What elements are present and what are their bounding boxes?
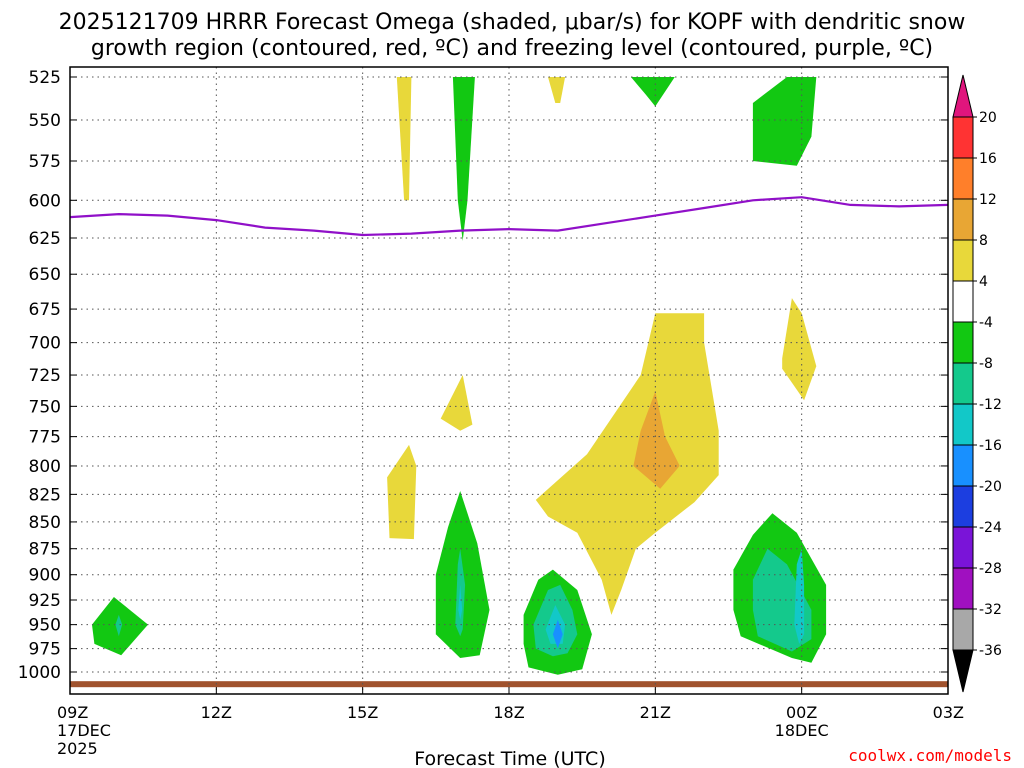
y-tick-label-750: 750 xyxy=(29,397,61,417)
colorbar-box-3 xyxy=(952,239,974,282)
colorbar-top-arrow xyxy=(952,74,974,118)
colorbar-legend: 20 16 12 8 4 -4 -8 -12 -16 -20 -24 -28 -32 -36 xyxy=(952,74,1002,693)
y-tick-label-925: 925 xyxy=(29,591,61,611)
colorbar-label-9: -20 xyxy=(979,479,1002,495)
y-tick-label-600: 600 xyxy=(29,191,61,211)
colorbar-label-5: -4 xyxy=(979,315,993,331)
y-tick-label-875: 875 xyxy=(29,540,61,560)
y-tick-label-900: 900 xyxy=(29,566,61,586)
colorbar-label-10: -24 xyxy=(979,520,1002,536)
colorbar-label-7: -12 xyxy=(979,397,1002,413)
omega-region-4 xyxy=(752,77,817,166)
y-tick-label-725: 725 xyxy=(29,366,61,386)
y-tick-label-975: 975 xyxy=(29,640,61,660)
omega-region-5 xyxy=(387,444,417,540)
colorbar-box-5 xyxy=(952,321,974,364)
y-tick-label-525: 525 xyxy=(29,68,61,88)
colorbar-box-0 xyxy=(952,116,974,159)
omega-region-6 xyxy=(440,375,473,431)
omega-region-9 xyxy=(782,298,817,401)
colorbar-label-13: -36 xyxy=(979,643,1002,659)
colorbar-box-2 xyxy=(952,198,974,241)
colorbar-label-3: 8 xyxy=(979,233,988,249)
omega-region-7 xyxy=(535,313,719,615)
colorbar-box-9 xyxy=(952,485,974,528)
x-tick-label-12Z: 12Z xyxy=(201,703,232,722)
colorbar-box-7 xyxy=(952,403,974,446)
colorbar-box-8 xyxy=(952,444,974,487)
colorbar-box-10 xyxy=(952,526,974,569)
colorbar-label-11: -28 xyxy=(979,561,1002,577)
omega-region-14 xyxy=(458,584,463,620)
y-tick-label-950: 950 xyxy=(29,616,61,636)
colorbar-label-8: -16 xyxy=(979,438,1002,454)
y-tick-label-625: 625 xyxy=(29,229,61,249)
omega-shaded-regions xyxy=(92,77,827,675)
colorbar-bottom-arrow xyxy=(952,649,974,693)
freezing-level-line xyxy=(69,196,949,237)
y-tick-label-775: 775 xyxy=(29,428,61,448)
colorbar-label-4: 4 xyxy=(979,274,988,290)
omega-region-3 xyxy=(630,77,675,107)
colorbar-box-11 xyxy=(952,567,974,610)
colorbar-label-2: 12 xyxy=(979,192,997,208)
omega-region-8 xyxy=(633,391,680,489)
x-tick-label-09Z: 09Z xyxy=(57,703,88,722)
y-tick-label-575: 575 xyxy=(29,152,61,172)
colorbar-box-4 xyxy=(952,280,974,323)
omega-region-2 xyxy=(548,77,566,103)
colorbar-box-6 xyxy=(952,362,974,405)
site-credit: coolwx.com/models xyxy=(848,746,1012,765)
colorbar-label-12: -32 xyxy=(979,602,1002,618)
grid-lines xyxy=(70,67,948,694)
y-tick-label-700: 700 xyxy=(29,334,61,354)
colorbar-label-6: -8 xyxy=(979,356,993,372)
colorbar-label-0: 20 xyxy=(979,110,997,126)
y-tick-label-675: 675 xyxy=(29,300,61,320)
colorbar-box-12 xyxy=(952,608,974,651)
omega-region-11 xyxy=(115,614,123,637)
omega-region-1 xyxy=(452,77,475,241)
x-tick-label-21Z: 21Z xyxy=(640,703,671,722)
chart-title-line-1: 2025121709 HRRR Forecast Omega (shaded, … xyxy=(59,10,966,35)
colorbar-label-1: 16 xyxy=(979,151,997,167)
x-tick-year-09Z: 2025 xyxy=(57,739,98,758)
omega-region-0 xyxy=(396,77,412,201)
x-tick-date-09Z: 17DEC xyxy=(57,721,111,740)
x-tick-date-00Z: 18DEC xyxy=(775,721,829,740)
x-tick-label-15Z: 15Z xyxy=(347,703,378,722)
colorbar-box-1 xyxy=(952,157,974,200)
omega-region-21 xyxy=(794,548,805,644)
y-tick-label-650: 650 xyxy=(29,265,61,285)
y-tick-label-550: 550 xyxy=(29,111,61,131)
y-tick-label-800: 800 xyxy=(29,457,61,477)
y-tick-label-825: 825 xyxy=(29,485,61,505)
x-tick-label-03Z: 03Z xyxy=(933,703,964,722)
y-axis-ticks: 525 550 575 600 625 650 675 700 725 750 775 800 825 8… xyxy=(18,68,948,683)
x-tick-label-18Z: 18Z xyxy=(493,703,524,722)
omega-region-18 xyxy=(552,619,563,649)
y-tick-label-850: 850 xyxy=(29,513,61,533)
chart-title-line-2: growth region (contoured, red, ºC) and f… xyxy=(91,36,933,61)
y-tick-label-1000: 1000 xyxy=(18,663,61,683)
freezing-level-contour xyxy=(69,196,949,237)
x-tick-label-00Z: 00Z xyxy=(786,703,817,722)
x-axis-label: Forecast Time (UTC) xyxy=(414,748,605,768)
